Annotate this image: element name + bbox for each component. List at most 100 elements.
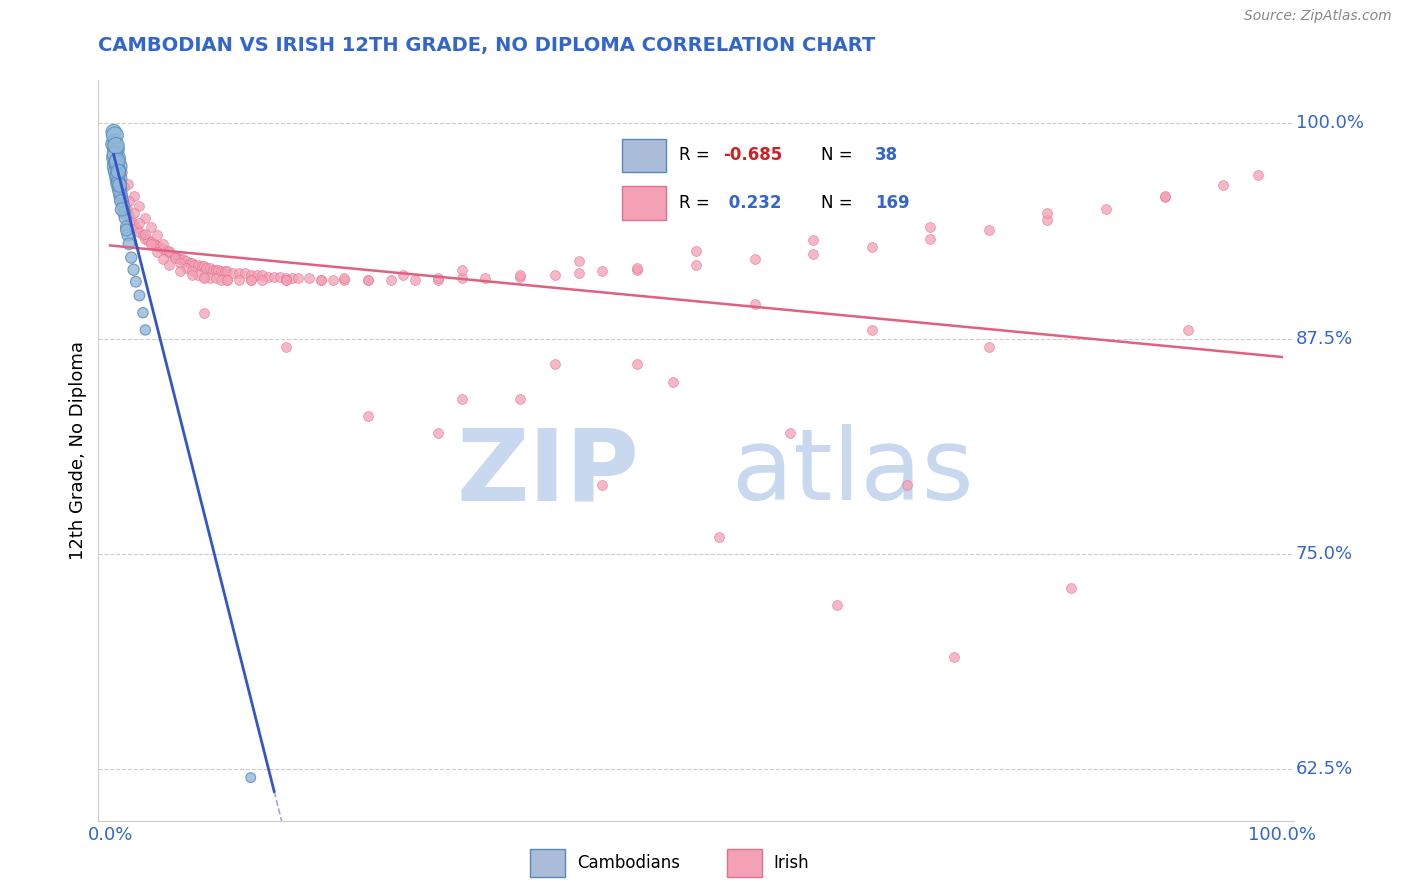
Point — [274, 340, 297, 354]
Point — [274, 273, 297, 287]
Point — [105, 169, 128, 184]
Point — [107, 171, 129, 186]
Point — [896, 478, 918, 492]
Point — [112, 192, 135, 206]
Point — [1036, 212, 1059, 227]
Point — [115, 223, 138, 237]
Point — [105, 160, 128, 174]
Point — [204, 271, 226, 285]
Point — [111, 194, 134, 208]
Point — [942, 650, 965, 665]
Point — [111, 202, 134, 217]
Text: -0.685: -0.685 — [723, 146, 782, 164]
Point — [118, 236, 141, 251]
Point — [125, 221, 148, 235]
Point — [322, 273, 344, 287]
Point — [228, 273, 250, 287]
Point — [179, 256, 201, 270]
Point — [568, 266, 591, 280]
Point — [122, 188, 145, 202]
Point — [211, 264, 233, 278]
Point — [920, 219, 942, 234]
Text: 169: 169 — [875, 194, 910, 211]
Point — [427, 271, 450, 285]
Point — [626, 357, 648, 371]
Point — [105, 138, 128, 153]
Point — [977, 340, 1000, 354]
Point — [112, 206, 135, 220]
Point — [115, 219, 138, 234]
Point — [104, 134, 127, 148]
Text: 38: 38 — [875, 146, 898, 164]
Point — [148, 240, 170, 254]
Point — [309, 273, 332, 287]
Point — [181, 268, 204, 282]
Point — [115, 202, 138, 217]
Point — [404, 273, 426, 287]
Point — [174, 260, 197, 275]
Bar — [621, 186, 665, 219]
Point — [509, 392, 531, 406]
Point — [193, 269, 215, 284]
Point — [357, 409, 380, 423]
Point — [125, 275, 148, 289]
Point — [128, 216, 150, 230]
Point — [1036, 206, 1059, 220]
Point — [108, 182, 131, 196]
Text: 0.232: 0.232 — [723, 194, 782, 211]
Point — [146, 228, 169, 243]
Bar — [727, 849, 762, 877]
Point — [222, 266, 245, 280]
Point — [1153, 190, 1175, 204]
Point — [110, 194, 132, 208]
Point — [117, 206, 139, 220]
Point — [134, 211, 156, 225]
Point — [779, 426, 801, 441]
Point — [110, 188, 132, 202]
Point — [246, 268, 269, 282]
Text: R =: R = — [679, 146, 716, 164]
Point — [744, 297, 766, 311]
Point — [474, 271, 496, 285]
Point — [104, 160, 127, 174]
Point — [107, 158, 129, 172]
Point — [118, 194, 141, 208]
Point — [160, 247, 183, 261]
Point — [204, 262, 226, 277]
Point — [122, 206, 145, 220]
Point — [146, 245, 169, 260]
Point — [211, 273, 233, 287]
Text: 87.5%: 87.5% — [1296, 329, 1353, 348]
Point — [111, 188, 134, 202]
Point — [1247, 168, 1270, 182]
Point — [152, 236, 174, 251]
Point — [252, 268, 274, 282]
Point — [114, 211, 136, 225]
Point — [155, 244, 177, 258]
Point — [193, 259, 215, 273]
Point — [103, 125, 125, 139]
Bar — [530, 849, 565, 877]
Point — [122, 262, 145, 277]
Point — [568, 254, 591, 268]
Point — [128, 199, 150, 213]
Point — [108, 185, 131, 199]
Point — [1060, 581, 1083, 595]
Point — [860, 240, 883, 254]
Point — [193, 271, 215, 285]
Point — [920, 232, 942, 246]
Point — [183, 258, 205, 272]
Point — [626, 260, 648, 275]
Point — [357, 273, 380, 287]
Point — [427, 426, 450, 441]
Point — [1212, 178, 1234, 193]
Text: atlas: atlas — [733, 425, 973, 521]
Point — [104, 147, 127, 161]
Point — [122, 218, 145, 232]
Point — [709, 530, 731, 544]
Point — [333, 273, 356, 287]
Point — [257, 269, 280, 284]
Point — [263, 269, 285, 284]
Point — [309, 273, 332, 287]
Point — [146, 238, 169, 252]
